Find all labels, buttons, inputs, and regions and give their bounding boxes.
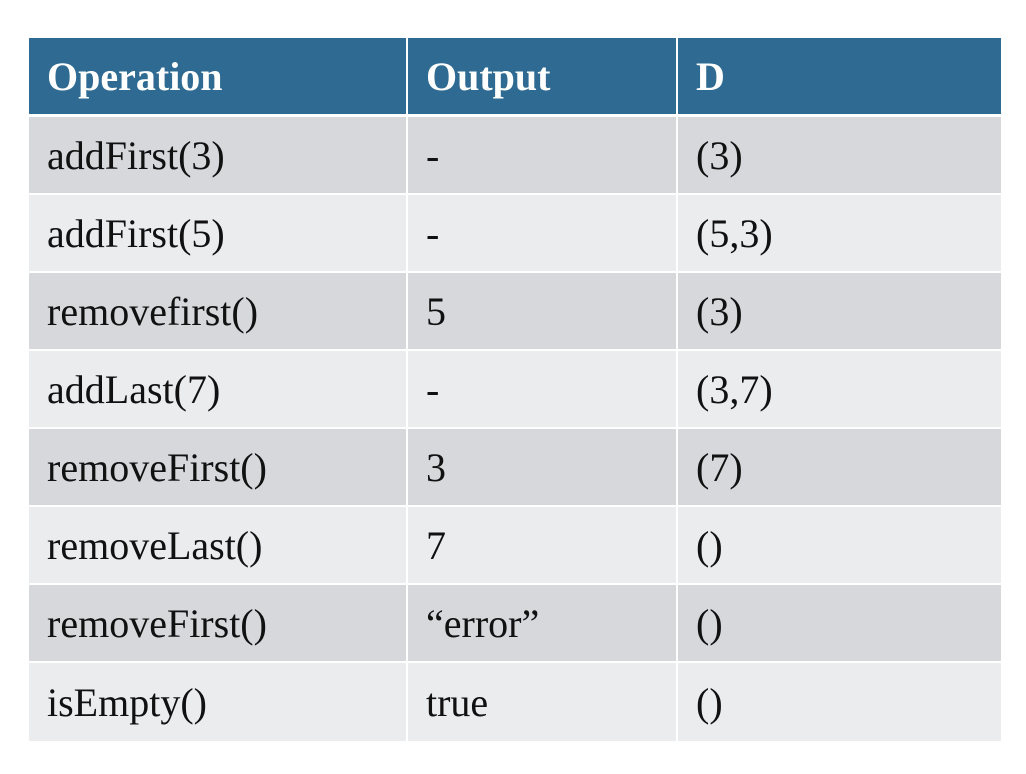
cell-operation: removeLast() [29, 507, 408, 585]
cell-operation: addFirst(3) [29, 117, 408, 195]
cell-output: “error” [408, 585, 678, 663]
table-row: removefirst() 5 (3) [29, 273, 1001, 351]
table-row: addLast(7) - (3,7) [29, 351, 1001, 429]
cell-d: (3) [678, 117, 1001, 195]
header-row: Operation Output D [29, 38, 1001, 117]
cell-output: 7 [408, 507, 678, 585]
table-row: isEmpty() true () [29, 663, 1001, 741]
cell-operation: removeFirst() [29, 585, 408, 663]
cell-output: - [408, 351, 678, 429]
cell-operation: addLast(7) [29, 351, 408, 429]
table-row: removeLast() 7 () [29, 507, 1001, 585]
cell-output: true [408, 663, 678, 741]
cell-operation: isEmpty() [29, 663, 408, 741]
table-row: addFirst(5) - (5,3) [29, 195, 1001, 273]
cell-d: (3) [678, 273, 1001, 351]
cell-d: (5,3) [678, 195, 1001, 273]
cell-d: (3,7) [678, 351, 1001, 429]
deque-operations-table: Operation Output D addFirst(3) - (3) add… [29, 38, 1001, 741]
cell-output: 5 [408, 273, 678, 351]
cell-output: - [408, 195, 678, 273]
cell-output: - [408, 117, 678, 195]
table-row: removeFirst() 3 (7) [29, 429, 1001, 507]
table-body: addFirst(3) - (3) addFirst(5) - (5,3) re… [29, 117, 1001, 741]
header-operation: Operation [29, 38, 408, 117]
cell-d: () [678, 585, 1001, 663]
cell-operation: removeFirst() [29, 429, 408, 507]
cell-d: () [678, 663, 1001, 741]
deque-operations-table-container: Operation Output D addFirst(3) - (3) add… [29, 38, 1001, 741]
header-d: D [678, 38, 1001, 117]
cell-operation: addFirst(5) [29, 195, 408, 273]
table-row: addFirst(3) - (3) [29, 117, 1001, 195]
cell-d: (7) [678, 429, 1001, 507]
cell-d: () [678, 507, 1001, 585]
table-header: Operation Output D [29, 38, 1001, 117]
table-row: removeFirst() “error” () [29, 585, 1001, 663]
cell-operation: removefirst() [29, 273, 408, 351]
cell-output: 3 [408, 429, 678, 507]
header-output: Output [408, 38, 678, 117]
